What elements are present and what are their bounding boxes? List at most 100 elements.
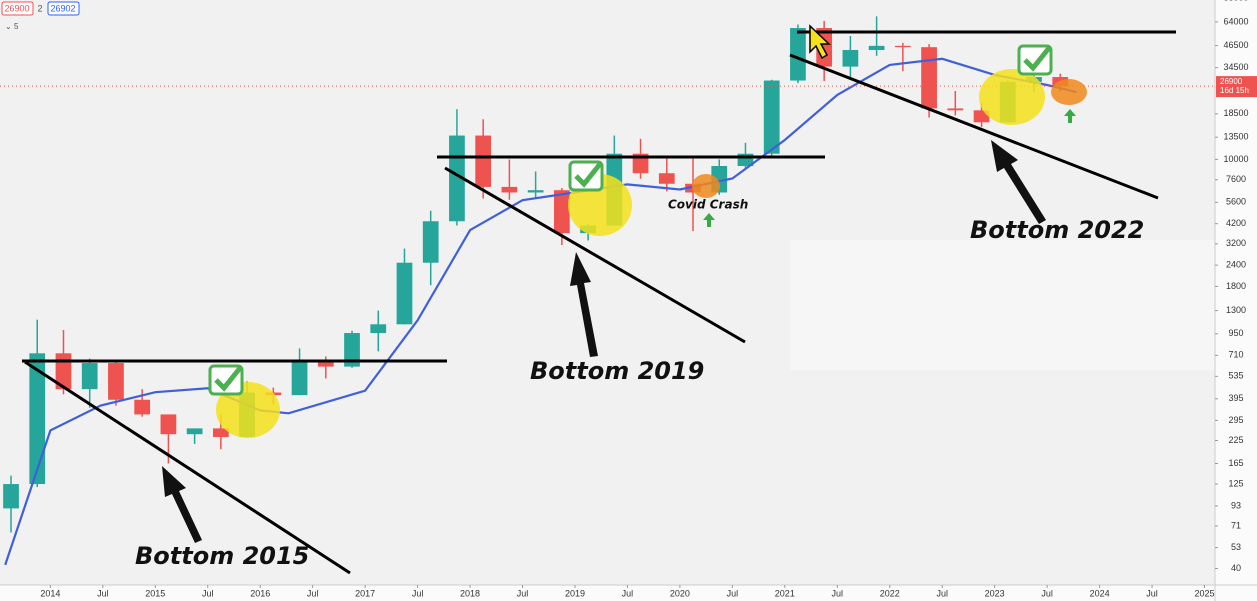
annotation: Bottom 2022	[970, 216, 1144, 244]
indicator-count: 5	[14, 22, 19, 31]
candle-body	[894, 45, 911, 48]
candle-body	[291, 359, 308, 396]
x-tick-label: Jul	[97, 588, 109, 598]
trend-line	[444, 166, 746, 344]
highlight	[979, 69, 1045, 125]
candle-body	[186, 428, 203, 435]
candle-body	[422, 221, 439, 263]
candle-body	[81, 363, 98, 390]
y-tick-label: 88000	[1223, 0, 1248, 3]
ask: 26902	[50, 3, 75, 13]
y-tick-label: 71	[1231, 520, 1241, 530]
price-tag	[1216, 76, 1257, 98]
annotation: Covid Crash	[668, 198, 748, 212]
moving-average	[4, 57, 1077, 566]
candle-body	[317, 359, 334, 367]
candle-body	[212, 428, 229, 437]
x-tick-label: 2021	[775, 588, 795, 598]
x-tick-label: Jul	[1146, 588, 1158, 598]
candle-body	[475, 135, 492, 187]
candle-body	[763, 80, 780, 154]
candle-body	[3, 484, 19, 509]
check-mark	[1023, 46, 1051, 72]
bid: 26900	[4, 3, 29, 13]
check-mark	[574, 162, 602, 188]
x-tick-label: 2015	[145, 588, 165, 598]
y-tick-label: 34500	[1223, 62, 1248, 72]
candle-body	[134, 399, 151, 415]
up-arrow	[703, 213, 715, 227]
candle-body	[790, 28, 806, 81]
y-tick-label: 225	[1228, 435, 1243, 445]
time-axis	[0, 585, 1257, 601]
ask-box[interactable]	[47, 1, 80, 16]
y-tick-label: 950	[1228, 328, 1243, 338]
pointer-arrow	[991, 140, 1046, 224]
y-tick-label: 53	[1231, 542, 1241, 552]
candle-body	[868, 45, 885, 50]
price-countdown: 16d 15h	[1220, 86, 1249, 95]
x-tick-label: 2014	[40, 588, 60, 598]
drawings: Bottom 2015 Bottom 2019 Bottom 2022 Covi…	[22, 24, 1176, 575]
x-tick-label: Jul	[727, 588, 739, 598]
x-tick-label: 2024	[1090, 588, 1110, 598]
y-tick-label: 1300	[1226, 305, 1246, 315]
y-tick-label: 4200	[1226, 218, 1246, 228]
x-tick-label: 2025	[1194, 588, 1214, 598]
x-tick-label: 2019	[565, 588, 585, 598]
candle-body	[842, 49, 859, 67]
highlight	[1051, 79, 1087, 105]
candle-body	[658, 173, 675, 184]
y-tick-label: 1800	[1226, 281, 1246, 291]
candle-body	[29, 353, 46, 485]
candle-body	[632, 153, 649, 174]
bid-box[interactable]	[1, 1, 34, 16]
y-tick-label: 5600	[1226, 197, 1246, 207]
y-tick-label: 46500	[1223, 40, 1248, 50]
pointer-arrow	[570, 252, 598, 357]
y-tick-label: 40	[1231, 563, 1241, 573]
plot-shade	[790, 240, 1215, 370]
y-tick-label: 10000	[1223, 154, 1248, 164]
x-tick-label: 2020	[670, 588, 690, 598]
candle-body	[370, 324, 387, 334]
x-tick-label: Jul	[1041, 588, 1053, 598]
chevron[interactable]: ⌄	[5, 22, 12, 31]
x-tick-label: 2022	[880, 588, 900, 598]
check-icons	[208, 44, 1053, 396]
highlight	[692, 174, 720, 198]
y-tick-label: 13500	[1223, 132, 1248, 142]
x-tick-label: 2023	[985, 588, 1005, 598]
header: 26900 2 26902 ⌄ 5	[1, 1, 80, 31]
y-tick-label: 7600	[1226, 174, 1246, 184]
candle-body	[947, 108, 964, 111]
candle-body	[973, 110, 990, 123]
x-tick-label: Jul	[412, 588, 424, 598]
y-tick-label: 710	[1228, 350, 1243, 360]
y-tick-label: 93	[1231, 500, 1241, 510]
y-tick-label: 125	[1228, 478, 1243, 488]
candle-body	[344, 333, 360, 367]
x-tick-label: Jul	[517, 588, 529, 598]
y-tick-label: 2400	[1226, 260, 1246, 270]
x-tick-label: Jul	[622, 588, 634, 598]
pointer-arrow	[162, 466, 202, 543]
candle-body	[527, 190, 544, 193]
candle-body	[108, 363, 124, 400]
x-tick-label: 2016	[250, 588, 270, 598]
price-tag-label: 26900	[1220, 77, 1243, 86]
x-tick-label: Jul	[936, 588, 948, 598]
trend-line	[789, 53, 1159, 200]
trend-line	[24, 360, 351, 575]
check-mark	[214, 366, 242, 392]
trend-lines	[22, 30, 1176, 575]
annotation: Bottom 2015	[135, 542, 309, 570]
candle-body	[396, 262, 413, 325]
y-tick-label: 535	[1228, 371, 1243, 381]
y-tick-label: 395	[1228, 393, 1243, 403]
x-tick-label: Jul	[202, 588, 214, 598]
cursor	[809, 24, 831, 60]
up-arrow	[1064, 109, 1076, 123]
x-tick-label: 2017	[355, 588, 375, 598]
